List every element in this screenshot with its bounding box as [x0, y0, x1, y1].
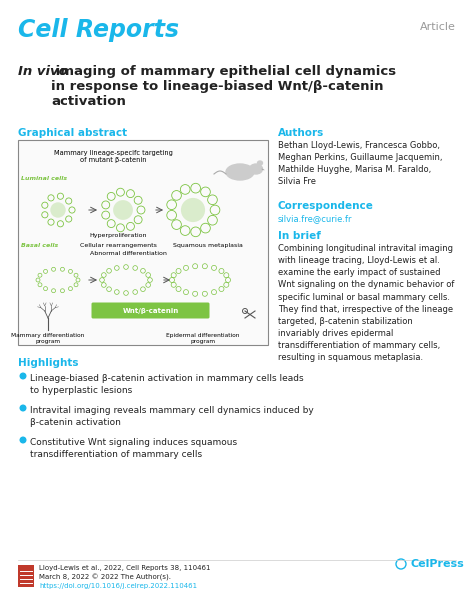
Ellipse shape — [226, 164, 254, 180]
Text: In brief: In brief — [278, 231, 321, 241]
Circle shape — [50, 202, 66, 217]
Text: Intravital imaging reveals mammary cell dynamics induced by
β-catenin activation: Intravital imaging reveals mammary cell … — [30, 406, 314, 427]
Text: Basal cells: Basal cells — [21, 243, 58, 248]
Text: March 8, 2022 © 2022 The Author(s).: March 8, 2022 © 2022 The Author(s). — [39, 574, 171, 581]
Ellipse shape — [249, 164, 263, 174]
Text: https://doi.org/10.1016/j.celrep.2022.110461: https://doi.org/10.1016/j.celrep.2022.11… — [39, 583, 197, 589]
Text: Cell Reports: Cell Reports — [18, 18, 179, 42]
Text: Epidermal differentiation
program: Epidermal differentiation program — [166, 333, 240, 344]
Text: In vivo: In vivo — [18, 65, 68, 78]
Text: Correspondence: Correspondence — [278, 201, 374, 211]
Circle shape — [20, 373, 26, 379]
Text: Highlights: Highlights — [18, 358, 79, 368]
Text: Authors: Authors — [278, 128, 324, 138]
Text: Article: Article — [420, 22, 456, 32]
Text: Bethan Lloyd-Lewis, Francesca Gobbo,
Meghan Perkins, Guillaume Jacquemin,
Mathil: Bethan Lloyd-Lewis, Francesca Gobbo, Meg… — [278, 141, 443, 187]
Text: Mammary differentiation
program: Mammary differentiation program — [11, 333, 85, 344]
Text: Hyperproliferation: Hyperproliferation — [89, 233, 147, 238]
Text: imaging of mammary epithelial cell dynamics
in response to lineage-biased Wnt/β-: imaging of mammary epithelial cell dynam… — [51, 65, 396, 108]
Text: Combining longitudinal intravital imaging
with lineage tracing, Lloyd-Lewis et a: Combining longitudinal intravital imagin… — [278, 244, 455, 362]
Text: silvia.fre@curie.fr: silvia.fre@curie.fr — [278, 214, 353, 223]
Text: Lloyd-Lewis et al., 2022, Cell Reports 38, 110461: Lloyd-Lewis et al., 2022, Cell Reports 3… — [39, 565, 210, 571]
Circle shape — [181, 198, 205, 222]
Circle shape — [113, 200, 133, 220]
Text: Lineage-biased β-catenin activation in mammary cells leads
to hyperplastic lesio: Lineage-biased β-catenin activation in m… — [30, 374, 304, 395]
Text: Graphical abstract: Graphical abstract — [18, 128, 127, 138]
Bar — [18, 565, 34, 587]
Text: Luminal cells: Luminal cells — [21, 176, 67, 181]
Text: Cellular rearrangements: Cellular rearrangements — [80, 243, 156, 248]
Text: Mammary lineage-specifc targeting
of mutant β-catenin: Mammary lineage-specifc targeting of mut… — [54, 150, 173, 163]
Text: Constitutive Wnt signaling induces squamous
transdifferentiation of mammary cell: Constitutive Wnt signaling induces squam… — [30, 438, 237, 459]
Circle shape — [20, 405, 26, 411]
Text: CelPress: CelPress — [411, 559, 465, 569]
FancyBboxPatch shape — [91, 302, 210, 318]
Text: Squamous metaplasia: Squamous metaplasia — [173, 243, 243, 248]
Circle shape — [20, 437, 26, 443]
Bar — [18, 140, 268, 345]
Ellipse shape — [257, 161, 263, 165]
Text: Abnormal differentiation: Abnormal differentiation — [90, 251, 166, 256]
Text: Wnt/β-catenin: Wnt/β-catenin — [122, 307, 179, 314]
